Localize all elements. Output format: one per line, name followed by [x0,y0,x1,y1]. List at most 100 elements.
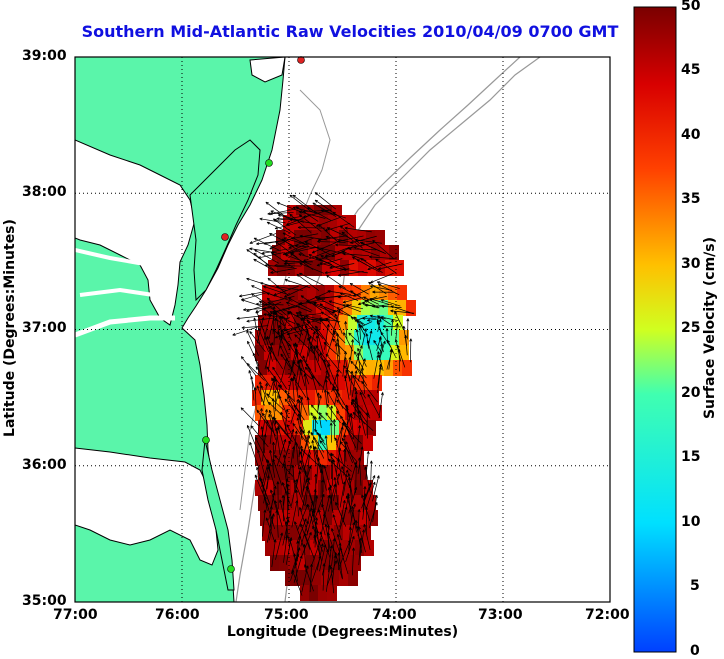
velocity-vector [303,373,308,399]
velocity-vector [368,330,373,346]
velocity-cell [282,330,292,346]
velocity-vector [357,446,364,475]
velocity-vector [292,422,307,443]
station-marker-red [221,233,229,241]
velocity-cell [316,300,326,316]
velocity-vector [310,345,322,371]
velocity-cell [406,300,416,316]
velocity-vector [287,394,301,414]
velocity-cell [294,495,304,511]
velocity-vector [377,351,384,371]
velocity-cell [366,315,376,331]
velocity-vector [299,262,325,274]
velocity-vector [271,441,275,471]
velocity-cell [390,330,400,346]
velocity-vector [249,247,277,254]
velocity-vector [249,330,266,353]
velocity-cell [278,510,288,526]
velocity-vector [270,267,297,274]
velocity-cell [309,480,319,496]
velocity-vector [256,317,265,344]
velocity-vector [390,319,394,336]
velocity-vector [321,369,329,393]
velocity-cell [363,375,373,391]
velocity-cell [358,260,368,276]
velocity-cell [376,260,386,276]
velocity-vector [300,329,309,355]
velocity-vector [359,529,366,557]
velocity-vector [361,328,367,346]
velocity-cell [303,230,313,246]
velocity-vector [300,317,320,336]
velocity-vector [330,453,352,472]
velocity-cell [332,510,342,526]
velocity-cell [267,315,277,331]
velocity-cell [318,330,328,346]
velocity-vector [339,292,359,301]
velocity-cell [336,375,346,391]
velocity-vector [298,214,322,232]
velocity-vector [367,318,381,322]
y-tick-label: 36:00 [22,457,67,473]
velocity-vector [327,331,336,355]
velocity-cell [285,420,295,436]
velocity-vector [283,535,289,563]
velocity-vector [325,412,336,427]
velocity-vector [306,319,324,340]
velocity-cell [300,450,310,466]
velocity-cell [390,345,400,361]
velocity-vector [334,552,343,579]
velocity-vector [297,360,306,387]
velocity-vector [259,217,286,224]
velocity-cell [337,215,347,231]
velocity-vector [259,282,287,291]
velocity-vector [367,393,381,418]
velocity-vector [380,331,392,348]
velocity-vector [274,384,282,406]
velocity-vector [336,410,352,432]
velocity-vector [296,518,307,544]
velocity-cell [291,330,301,346]
velocity-vector [316,530,321,558]
velocity-vector [386,349,393,370]
velocity-vector [314,493,325,520]
velocity-vector [365,412,369,439]
velocity-vector [297,413,305,432]
velocity-vector [294,442,299,470]
velocity-vector [271,377,282,399]
velocity-vector [285,521,290,548]
velocity-cell [388,285,398,301]
velocity-vector [302,355,314,381]
velocity-vector [335,243,362,247]
velocity-vector [258,381,262,402]
velocity-vector [361,380,378,403]
velocity-cell [339,420,349,436]
velocity-vector [303,250,330,262]
velocity-vector [272,458,283,486]
velocity-vector [280,411,289,438]
velocity-cell [274,540,284,556]
velocity-vector [353,246,380,257]
velocity-cell [319,540,329,556]
velocity-vector [329,566,335,594]
velocity-vector [280,353,296,376]
velocity-cell [300,585,310,601]
velocity-vector [268,401,288,421]
velocity-vector [350,290,366,301]
velocity-cell [325,285,335,301]
river-rappahannock [75,248,151,267]
velocity-cell [372,375,382,391]
velocity-vector [306,335,312,363]
velocity-cell [354,345,364,361]
velocity-vector [263,314,272,341]
velocity-cell [279,555,289,571]
velocity-vector [364,299,380,309]
velocity-vector [302,465,312,492]
velocity-vector [340,415,354,440]
velocity-vector [325,317,340,336]
velocity-cell [294,230,304,246]
velocity-vector [332,338,348,355]
velocity-vector [299,272,324,286]
velocity-vector [273,417,291,439]
velocity-vector [321,549,330,576]
